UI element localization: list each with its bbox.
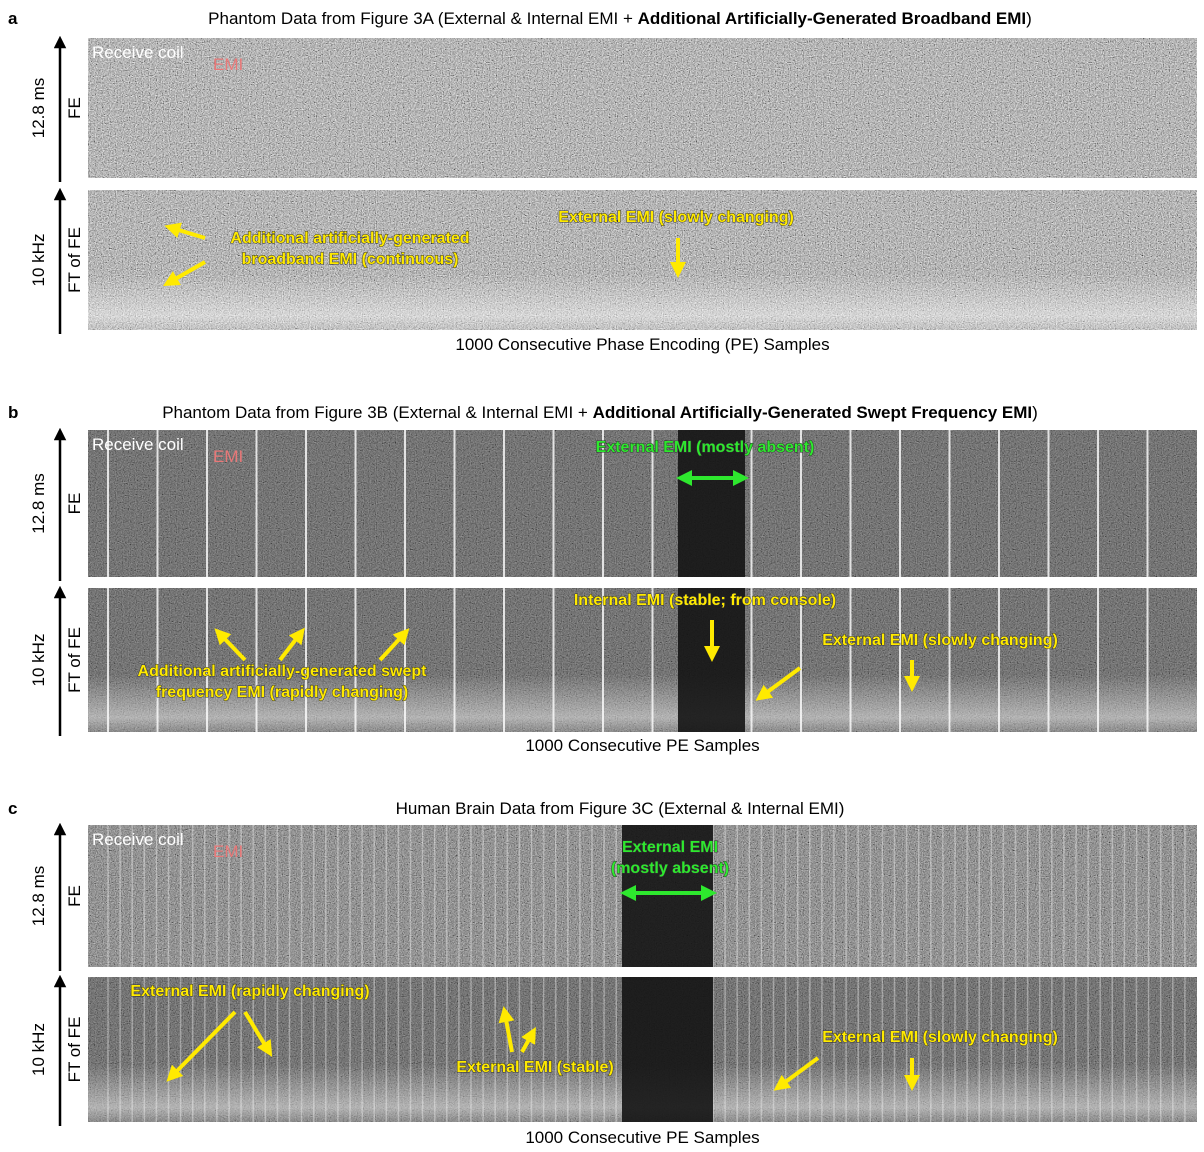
panel-title: Phantom Data from Figure 3B (External & … xyxy=(162,403,1038,422)
axis-label: 10 kHz xyxy=(29,1023,48,1076)
title-bold: Additional Artificially-Generated Swept … xyxy=(593,403,1033,422)
annotation: Additional artificially-generated xyxy=(230,230,469,247)
annotation-arrow xyxy=(164,222,206,240)
annotation-arrow xyxy=(773,1056,820,1091)
signal-band xyxy=(88,190,1197,330)
annotation: External EMI (mostly absent) xyxy=(596,439,815,456)
annotation-arrow xyxy=(498,1006,515,1053)
axis-name: FT of FE xyxy=(65,627,84,693)
annotation-arrow xyxy=(278,627,305,662)
x-label: 1000 Consecutive PE Samples xyxy=(525,736,759,755)
axis-label: 12.8 ms xyxy=(29,78,48,138)
absent-region xyxy=(678,430,745,577)
axis-name: FE xyxy=(65,493,84,515)
signal-band xyxy=(88,588,1197,732)
annotation: Additional artificially-generated swept xyxy=(138,663,428,680)
legend-coil: Receive coil xyxy=(92,43,184,62)
noise-image xyxy=(88,38,1197,178)
axis-name: FE xyxy=(65,885,84,907)
absent-region xyxy=(678,588,745,732)
panel-label: c xyxy=(8,799,17,818)
axis-name: FE xyxy=(65,97,84,119)
axis-label: 12.8 ms xyxy=(29,866,48,926)
annotation: frequency EMI (rapidly changing) xyxy=(156,684,408,701)
annotation-arrow xyxy=(163,260,206,286)
axis-label: 10 kHz xyxy=(29,634,48,687)
title-text: Phantom Data from Figure 3A (External & … xyxy=(208,9,637,28)
axis-name: FT of FE xyxy=(65,227,84,293)
noise-image xyxy=(88,430,1197,577)
annotation-arrow xyxy=(378,628,410,662)
title-end: ) xyxy=(1032,403,1038,422)
annotation: (mostly absent) xyxy=(611,860,729,877)
legend-emi: EMI xyxy=(213,447,243,466)
legend-emi: EMI xyxy=(213,55,243,74)
x-label: 1000 Consecutive PE Samples xyxy=(525,1128,759,1147)
x-label: 1000 Consecutive Phase Encoding (PE) Sam… xyxy=(455,335,829,354)
title-bold: Additional Artificially-Generated Broadb… xyxy=(638,9,1027,28)
annotation: broadband EMI (continuous) xyxy=(242,251,459,268)
annotation-arrow xyxy=(214,628,247,662)
panel-title: Human Brain Data from Figure 3C (Externa… xyxy=(396,799,845,818)
annotation: External EMI (slowly changing) xyxy=(822,1029,1058,1046)
annotation: External EMI (stable) xyxy=(456,1059,613,1076)
legend-coil: Receive coil xyxy=(92,435,184,454)
annotation: Internal EMI (stable; from console) xyxy=(574,592,836,609)
title-text: Human Brain Data from Figure 3C (Externa… xyxy=(396,799,845,818)
axis-label: 10 kHz xyxy=(29,234,48,287)
annotation-arrow xyxy=(755,666,802,701)
panel-title: Phantom Data from Figure 3A (External & … xyxy=(208,9,1032,28)
annotation: External EMI xyxy=(622,839,718,856)
axis-name: FT of FE xyxy=(65,1017,84,1083)
annotation-arrow xyxy=(520,1027,536,1053)
legend-emi: EMI xyxy=(213,842,243,861)
panel-label: b xyxy=(8,403,18,422)
annotation: External EMI (rapidly changing) xyxy=(130,983,369,1000)
annotation-arrow xyxy=(166,1010,237,1082)
title-text: Phantom Data from Figure 3B (External & … xyxy=(162,403,592,422)
annotation: External EMI (slowly changing) xyxy=(558,209,794,226)
annotation: External EMI (slowly changing) xyxy=(822,632,1058,649)
annotation-arrow xyxy=(243,1010,273,1057)
panel-label: a xyxy=(8,9,18,28)
legend-coil: Receive coil xyxy=(92,830,184,849)
axis-label: 12.8 ms xyxy=(29,473,48,533)
title-end: ) xyxy=(1026,9,1032,28)
absent-region xyxy=(622,977,713,1122)
